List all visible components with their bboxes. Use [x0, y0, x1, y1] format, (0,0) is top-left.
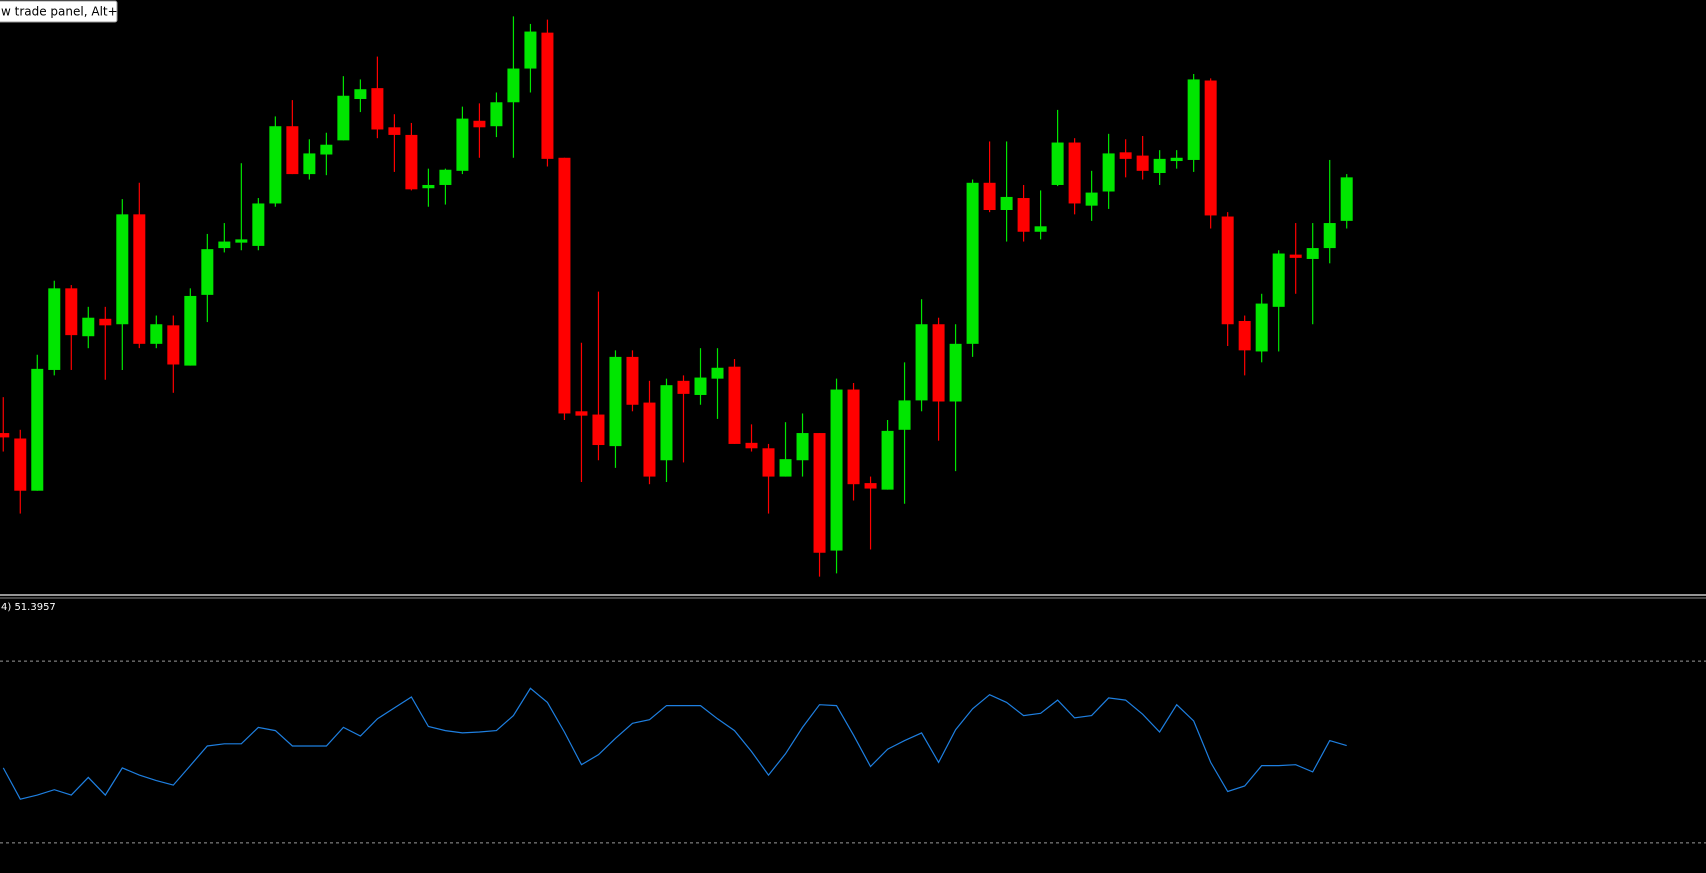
indicator-label: 4) 51.3957: [1, 602, 56, 613]
candle-body: [524, 31, 537, 69]
candle-body: [762, 448, 775, 477]
candle-body: [31, 368, 44, 491]
candle-body: [371, 88, 384, 130]
price-panel: [0, 16, 1353, 577]
candle-body: [1136, 155, 1149, 171]
tooltip-text: w trade panel, Alt+T: [1, 5, 126, 19]
candle-body: [575, 411, 588, 416]
candle-body: [660, 385, 673, 461]
candle-body: [898, 400, 911, 430]
candle-body: [966, 182, 979, 344]
candle-body: [252, 203, 265, 246]
candle-body: [133, 214, 146, 344]
candle-body: [201, 249, 214, 295]
indicator-panel: [0, 660, 1706, 844]
candle-body: [354, 89, 367, 100]
candle-body: [847, 389, 860, 485]
candle-body: [388, 127, 401, 135]
candle-body: [643, 402, 656, 477]
candle-body: [337, 95, 350, 141]
candle-body: [1051, 142, 1064, 185]
candle-body: [1119, 152, 1132, 159]
candle-body: [711, 367, 724, 379]
candle-body: [1102, 153, 1115, 192]
candle-body: [1221, 216, 1234, 325]
candle-body: [456, 118, 469, 171]
candle-body: [235, 239, 248, 243]
candle-body: [1000, 196, 1013, 210]
candle-body: [218, 241, 231, 249]
candle-body: [558, 157, 571, 414]
candle-body: [82, 317, 95, 337]
candle-body: [286, 126, 299, 175]
candle-body: [473, 120, 486, 128]
candle-body: [1306, 248, 1319, 259]
candle-body: [150, 324, 163, 344]
candle-body: [303, 153, 316, 175]
candle-body: [949, 343, 962, 402]
candle-body: [541, 32, 554, 159]
candle-body: [1204, 80, 1217, 216]
candle-body: [813, 433, 826, 553]
candle-body: [830, 389, 843, 551]
candle-body: [320, 144, 333, 155]
candle-body: [116, 214, 129, 325]
candle-body: [915, 324, 928, 401]
tooltip-box: [0, 0, 118, 23]
candle-body: [65, 288, 78, 336]
candle-body: [796, 433, 809, 461]
candle-body: [1153, 158, 1166, 174]
candle-body: [1187, 79, 1200, 160]
candle-body: [677, 380, 690, 394]
candle-body: [1340, 177, 1353, 221]
candle-body: [269, 126, 282, 204]
candle-body: [0, 433, 10, 438]
candle-body: [1034, 226, 1047, 232]
candle-body: [932, 324, 945, 402]
candle-body: [48, 288, 61, 370]
candle-body: [1238, 320, 1251, 351]
candle-body: [626, 356, 639, 405]
candle-body: [405, 134, 418, 190]
candle-body: [1017, 198, 1030, 232]
candle-body: [99, 318, 112, 326]
candle-body: [745, 442, 758, 449]
candle-body: [1255, 303, 1268, 352]
candle-body: [864, 483, 877, 489]
candle-body: [1272, 253, 1285, 307]
candle-body: [439, 169, 452, 185]
candle-body: [1323, 223, 1336, 249]
candle-body: [490, 102, 503, 127]
candle-body: [592, 414, 605, 446]
candle-body: [609, 356, 622, 447]
candle-body: [184, 295, 197, 366]
candle-body: [1289, 254, 1302, 258]
candle-body: [14, 438, 27, 491]
candle-body: [983, 182, 996, 210]
candle-body: [728, 366, 741, 444]
candle-body: [1068, 142, 1081, 204]
candle-body: [1085, 192, 1098, 206]
candle-body: [694, 377, 707, 395]
candle-body: [422, 184, 435, 189]
candle-body: [881, 430, 894, 490]
candle-body: [167, 325, 180, 365]
candle-body: [779, 459, 792, 477]
indicator-line: [2, 687, 1347, 800]
candle-body: [1170, 157, 1183, 162]
candle-body: [507, 68, 520, 103]
